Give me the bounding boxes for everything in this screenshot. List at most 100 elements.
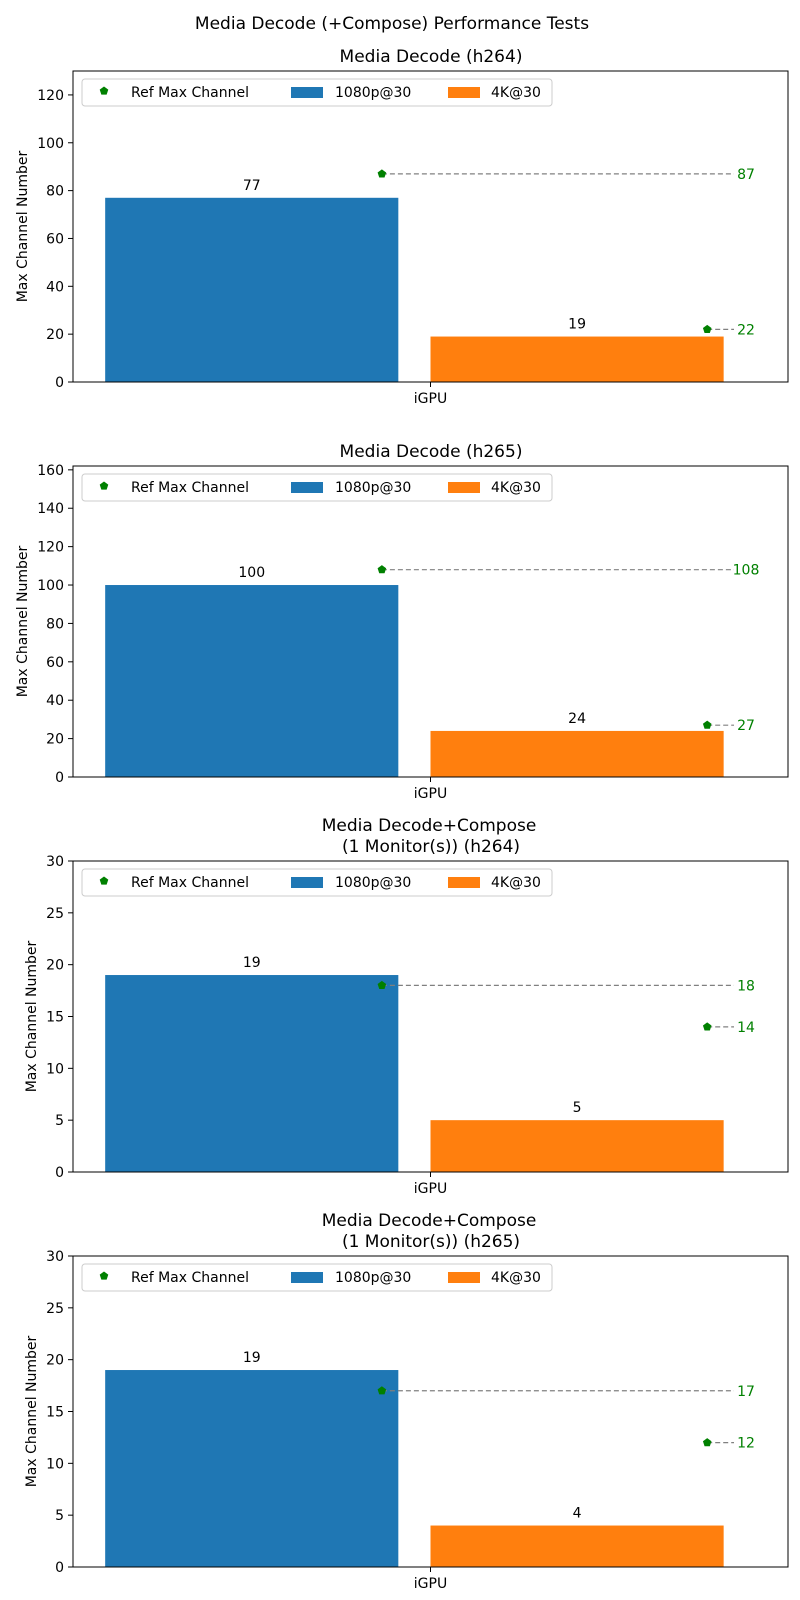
legend-4k-swatch <box>448 877 480 888</box>
chart-panel-3: Media Decode+Compose(1 Monitor(s)) (h264… <box>24 816 789 1197</box>
ref-value-label: 108 <box>733 563 760 579</box>
y-tick-label: 5 <box>55 1508 64 1524</box>
y-axis-label: Max Channel Number <box>15 545 31 697</box>
legend: Ref Max Channel 1080p@30 4K@30 <box>81 473 553 502</box>
legend-1080p-swatch <box>291 87 323 98</box>
legend-ref-marker <box>99 876 109 885</box>
ref-value-label: 17 <box>737 1384 755 1400</box>
y-tick-label: 0 <box>55 770 64 786</box>
legend-4k-swatch <box>448 482 480 493</box>
bar-4k <box>430 336 724 382</box>
y-tick-label: 15 <box>46 1405 64 1421</box>
y-tick-label: 100 <box>37 136 64 152</box>
bar-1080p <box>105 585 399 777</box>
bar-4k <box>430 1120 724 1172</box>
bar-1080p <box>105 197 399 382</box>
y-tick-label: 40 <box>46 279 64 295</box>
ref-value-label: 22 <box>737 322 755 338</box>
ref-marker <box>702 720 712 729</box>
bar-1080p <box>105 975 399 1172</box>
ref-marker <box>377 169 387 178</box>
legend-ref-label: Ref Max Channel <box>131 1270 249 1286</box>
x-tick-label: iGPU <box>414 1181 447 1197</box>
x-tick-label: iGPU <box>414 1576 447 1592</box>
y-tick-label: 120 <box>37 88 64 104</box>
legend-ref-marker <box>99 86 109 95</box>
legend-ref-label: Ref Max Channel <box>131 875 249 891</box>
x-tick-label: iGPU <box>414 786 447 802</box>
ref-marker <box>702 324 712 334</box>
bar-value-label: 5 <box>573 1100 582 1116</box>
ref-value-label: 14 <box>737 1020 755 1036</box>
y-tick-label: 40 <box>46 693 64 709</box>
legend-1080p-swatch <box>291 877 323 888</box>
ref-value-label: 18 <box>737 978 755 994</box>
y-tick-label: 30 <box>46 854 64 870</box>
bar-4k <box>430 730 724 777</box>
y-tick-label: 100 <box>37 578 64 594</box>
legend-1080p-label: 1080p@30 <box>335 85 411 101</box>
y-tick-label: 0 <box>55 1165 64 1181</box>
legend: Ref Max Channel 1080p@30 4K@30 <box>81 78 553 107</box>
bar-value-label: 19 <box>243 1350 261 1366</box>
y-tick-label: 80 <box>46 184 64 200</box>
x-tick-label: iGPU <box>414 391 447 407</box>
chart-title: Media Decode (h264) <box>340 47 523 67</box>
legend-ref-label: Ref Max Channel <box>131 480 249 496</box>
legend-ref-marker <box>99 1271 109 1280</box>
y-axis-label: Max Channel Number <box>15 150 31 302</box>
figure-title: Media Decode (+Compose) Performance Test… <box>195 14 589 34</box>
chart-title: Media Decode+Compose <box>322 816 537 836</box>
bar-value-label: 19 <box>568 317 586 333</box>
y-tick-label: 20 <box>46 327 64 343</box>
bar-value-label: 24 <box>568 711 586 727</box>
legend-1080p-swatch <box>291 1272 323 1283</box>
y-axis-label: Max Channel Number <box>24 1335 40 1487</box>
legend-1080p-label: 1080p@30 <box>335 480 411 496</box>
y-tick-label: 20 <box>46 732 64 748</box>
y-tick-label: 5 <box>55 1113 64 1129</box>
bar-value-label: 19 <box>243 955 261 971</box>
chart-panel-1: Media Decode (h264) 0 20 40 60 80 100 120 Max Ch… <box>15 47 789 407</box>
y-tick-label: 30 <box>46 1249 64 1265</box>
y-axis-label: Max Channel Number <box>24 940 40 1092</box>
chart-title: Media Decode+Compose <box>322 1211 537 1231</box>
legend-1080p-label: 1080p@30 <box>335 1270 411 1286</box>
chart-panel-2: Media Decode (h265) 0 20 40 60 80 100 120 140 160… <box>15 442 789 802</box>
bar-value-label: 4 <box>573 1506 582 1522</box>
y-tick-label: 60 <box>46 231 64 247</box>
legend-4k-swatch <box>448 87 480 98</box>
ref-value-label: 27 <box>737 718 755 734</box>
ref-value-label: 87 <box>737 167 755 183</box>
legend: Ref Max Channel 1080p@30 4K@30 <box>81 868 553 897</box>
y-tick-label: 120 <box>37 540 64 556</box>
bar-4k <box>430 1525 724 1567</box>
y-tick-label: 0 <box>55 1560 64 1576</box>
chart-title: Media Decode (h265) <box>340 442 523 462</box>
y-tick-label: 140 <box>37 501 64 517</box>
chart-title: (1 Monitor(s)) (h265) <box>342 1232 520 1252</box>
bar-1080p <box>105 1370 399 1567</box>
chart-title: (1 Monitor(s)) (h264) <box>342 837 520 857</box>
legend-4k-label: 4K@30 <box>491 480 541 496</box>
y-tick-label: 10 <box>46 1456 64 1472</box>
y-tick-label: 25 <box>46 906 64 922</box>
bar-value-label: 77 <box>243 178 261 194</box>
y-tick-label: 80 <box>46 616 64 632</box>
legend-ref-label: Ref Max Channel <box>131 85 249 101</box>
y-tick-label: 25 <box>46 1301 64 1317</box>
chart-panel-4: Media Decode+Compose(1 Monitor(s)) (h265… <box>24 1211 789 1592</box>
ref-marker <box>377 565 387 574</box>
y-tick-label: 10 <box>46 1061 64 1077</box>
ref-marker <box>702 1022 712 1031</box>
legend-ref-marker <box>99 481 109 490</box>
legend-4k-swatch <box>448 1272 480 1283</box>
legend-4k-label: 4K@30 <box>491 1270 541 1286</box>
y-tick-label: 160 <box>37 463 64 479</box>
y-tick-label: 15 <box>46 1010 64 1026</box>
y-tick-label: 20 <box>46 958 64 974</box>
ref-marker <box>377 980 387 990</box>
legend-1080p-label: 1080p@30 <box>335 875 411 891</box>
